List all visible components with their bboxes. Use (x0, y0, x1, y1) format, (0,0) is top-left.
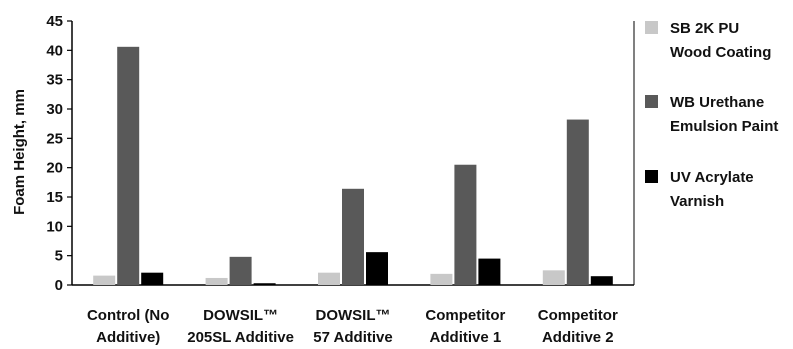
y-tick-label: 15 (46, 189, 63, 206)
bar (454, 164, 477, 285)
bar (141, 272, 164, 285)
x-category-label: 57 Additive (313, 329, 392, 346)
legend-swatch (645, 170, 658, 183)
bar (366, 252, 388, 285)
bar (342, 188, 364, 285)
x-category-label: Competitor (425, 307, 505, 324)
legend-swatch (645, 95, 658, 108)
bar (566, 119, 589, 285)
legend-label: Varnish (670, 193, 724, 210)
x-category-label: Additive 1 (430, 329, 502, 346)
x-category-label: 205SL Additive (187, 329, 294, 346)
bar (318, 272, 340, 285)
x-category-label: DOWSIL™ (203, 307, 278, 324)
y-axis-label: Foam Height, mm (11, 89, 28, 215)
legend: SB 2K PU Wood Coating WB Urethane Emulsion … (645, 20, 778, 210)
y-tick-label: 20 (46, 160, 63, 177)
y-tick-label: 35 (46, 72, 63, 89)
plot-area: 0 5 10 15 20 25 30 35 40 45 Control (No Additive) DO… (46, 13, 635, 346)
legend-label: UV Acrylate (670, 169, 754, 186)
x-category-label: Additive) (96, 329, 160, 346)
legend-label: Wood Coating (670, 44, 771, 61)
y-tick-label: 45 (46, 13, 63, 30)
x-category-label: Control (No (87, 307, 169, 324)
bar (430, 273, 453, 285)
x-category-label: DOWSIL™ (316, 307, 391, 324)
bar (93, 275, 116, 285)
bar (229, 256, 252, 285)
y-tick-label: 25 (46, 130, 63, 147)
bar (253, 283, 276, 285)
bar (117, 46, 140, 286)
y-tick-label: 40 (46, 42, 63, 59)
bar (205, 277, 228, 285)
y-tick-label: 10 (46, 218, 63, 235)
legend-label: WB Urethane (670, 94, 764, 111)
bar (478, 258, 501, 285)
bar (542, 270, 565, 285)
y-tick-label: 30 (46, 101, 63, 118)
legend-label: Emulsion Paint (670, 118, 778, 135)
legend-swatch (645, 21, 658, 34)
y-tick-label: 0 (55, 277, 63, 294)
bar (590, 276, 613, 285)
legend-label: SB 2K PU (670, 20, 739, 37)
x-category-label: Competitor (538, 307, 618, 324)
x-category-label: Additive 2 (542, 329, 614, 346)
y-tick-label: 5 (55, 248, 63, 265)
